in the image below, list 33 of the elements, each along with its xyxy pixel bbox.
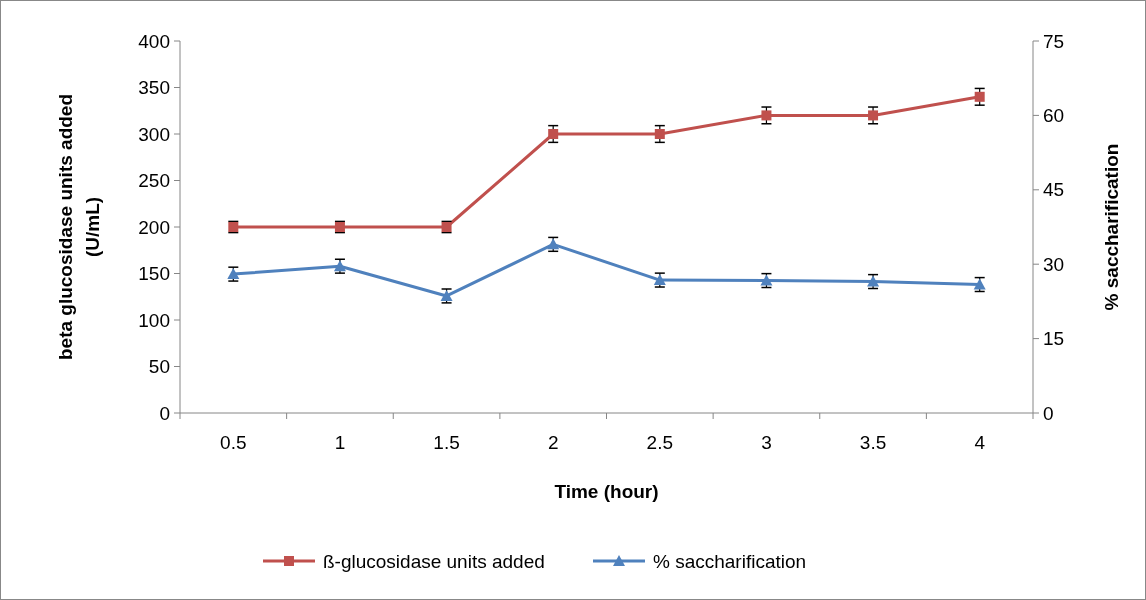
y2-tick-label: 30	[1043, 253, 1065, 275]
y2-tick-label: 0	[1043, 402, 1054, 424]
x-tick-label: 2.5	[646, 432, 674, 453]
y2-tick-label: 60	[1043, 105, 1065, 127]
point	[761, 110, 772, 121]
y-tick-label: 350	[138, 77, 170, 99]
y2-tick-label: 45	[1043, 179, 1065, 201]
y-axis-title: beta glucosidase units added (U/mL)	[55, 93, 103, 361]
x-tick-label: 0.5	[220, 432, 247, 453]
y-tick-label: 50	[148, 356, 170, 378]
x-tick-label: 3.5	[859, 432, 887, 453]
x-tick-label: 2	[547, 432, 559, 453]
y-tick-label: 400	[138, 30, 170, 52]
x-axis-title: Time (hour)	[554, 481, 659, 502]
y2-axis-title: % saccharification	[1101, 143, 1122, 311]
y-tick-label: 250	[138, 170, 170, 192]
y-tick-label: 300	[138, 123, 170, 145]
y2-tick-label: 75	[1043, 30, 1065, 52]
y-tick-label: 0	[159, 402, 170, 424]
x-tick-label: 1.5	[433, 432, 460, 453]
legend-label: ß-glucosidase units added	[323, 550, 545, 572]
point	[868, 110, 879, 121]
y-tick-label: 150	[138, 263, 170, 285]
point	[548, 129, 559, 139]
y2-tick-label: 15	[1043, 328, 1065, 350]
x-tick-label: 1	[334, 432, 346, 453]
legend-label: % saccharification	[653, 550, 807, 572]
point	[654, 129, 665, 139]
y-tick-label: 200	[138, 216, 170, 238]
y-tick-label: 100	[138, 309, 170, 331]
x-tick-label: 3	[761, 432, 772, 453]
x-tick-label: 4	[974, 432, 986, 453]
point	[974, 91, 985, 102]
